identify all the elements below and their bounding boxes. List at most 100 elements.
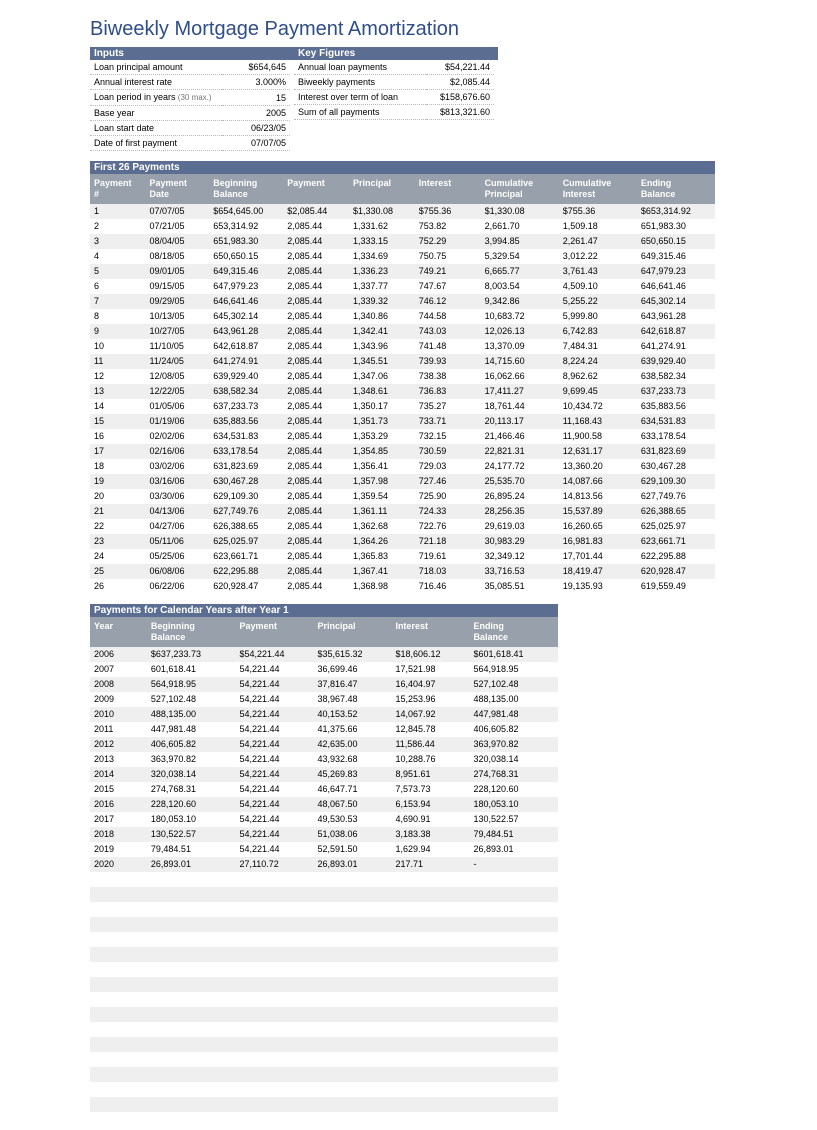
- cell: 736.83: [415, 384, 481, 399]
- keyfig-label: Sum of all payments: [294, 105, 426, 120]
- cell: 1,361.11: [349, 504, 415, 519]
- col-header: Principal: [313, 617, 391, 647]
- cell: [235, 872, 313, 887]
- cell: 9,342.86: [481, 294, 559, 309]
- cell: 130,522.57: [147, 827, 236, 842]
- cell: 639,929.40: [637, 354, 715, 369]
- cell: 638,582.34: [209, 384, 283, 399]
- table-row: 810/13/05645,302.142,085.441,340.86744.5…: [90, 309, 715, 324]
- cell: 02/02/06: [146, 429, 210, 444]
- cell: 16,981.83: [559, 534, 637, 549]
- cell: 646,641.46: [209, 294, 283, 309]
- cell: 642,618.87: [209, 339, 283, 354]
- cell: 33,716.53: [481, 564, 559, 579]
- cell: 1,357.98: [349, 474, 415, 489]
- cell: 2,085.44: [283, 354, 349, 369]
- cell: 739.93: [415, 354, 481, 369]
- cell: [391, 932, 469, 947]
- cell: 746.12: [415, 294, 481, 309]
- cell: 10,434.72: [559, 399, 637, 414]
- cell: [469, 1097, 558, 1112]
- cell: 727.46: [415, 474, 481, 489]
- cell: [391, 872, 469, 887]
- cell: 7: [90, 294, 146, 309]
- cell: 2: [90, 219, 146, 234]
- col-header: Payment#: [90, 174, 146, 204]
- cell: 2,085.44: [283, 534, 349, 549]
- yearly-header: Payments for Calendar Years after Year 1: [90, 604, 558, 617]
- cell: 651,983.30: [209, 234, 283, 249]
- cell: 623,661.71: [637, 534, 715, 549]
- cell: 12/08/05: [146, 369, 210, 384]
- input-label: Date of first payment: [90, 136, 222, 151]
- cell: 04/13/06: [146, 504, 210, 519]
- cell: 622,295.88: [637, 549, 715, 564]
- cell: [235, 962, 313, 977]
- cell: 2009: [90, 692, 147, 707]
- cell: 2,085.44: [283, 459, 349, 474]
- cell: 488,135.00: [469, 692, 558, 707]
- cell: 2,085.44: [283, 429, 349, 444]
- cell: 30,983.29: [481, 534, 559, 549]
- cell: [90, 1007, 147, 1022]
- cell: 2,085.44: [283, 384, 349, 399]
- cell: 26,895.24: [481, 489, 559, 504]
- table-row: 910/27/05643,961.282,085.441,342.41743.0…: [90, 324, 715, 339]
- cell: 629,109.30: [637, 474, 715, 489]
- table-row: 2015274,768.3154,221.4446,647.717,573.73…: [90, 782, 558, 797]
- col-header: Year: [90, 617, 147, 647]
- cell: 406,605.82: [147, 737, 236, 752]
- input-value[interactable]: 07/07/05: [222, 136, 290, 151]
- cell: 1,342.41: [349, 324, 415, 339]
- cell: 08/04/05: [146, 234, 210, 249]
- table-row-empty: [90, 1007, 558, 1022]
- cell: 2008: [90, 677, 147, 692]
- cell: 730.59: [415, 444, 481, 459]
- table-row-empty: [90, 1067, 558, 1082]
- cell: 54,221.44: [235, 767, 313, 782]
- cell: 01/19/06: [146, 414, 210, 429]
- cell: 646,641.46: [637, 279, 715, 294]
- cell: 2,085.44: [283, 339, 349, 354]
- cell: 12,631.17: [559, 444, 637, 459]
- cell: 180,053.10: [469, 797, 558, 812]
- input-value[interactable]: 3.000%: [222, 75, 290, 90]
- table-row: 2506/08/06622,295.882,085.441,367.41718.…: [90, 564, 715, 579]
- cell: [235, 977, 313, 992]
- cell: 11,168.43: [559, 414, 637, 429]
- cell: 14,813.56: [559, 489, 637, 504]
- cell: 28,256.35: [481, 504, 559, 519]
- cell: [235, 1067, 313, 1082]
- inputs-table: Loan principal amount$654,645Annual inte…: [90, 60, 290, 151]
- col-header: Payment: [283, 174, 349, 204]
- cell: 14,067.92: [391, 707, 469, 722]
- cell: [90, 1037, 147, 1052]
- cell: [147, 1007, 236, 1022]
- cell: 1,509.18: [559, 219, 637, 234]
- input-value[interactable]: 2005: [222, 106, 290, 121]
- input-value[interactable]: 06/23/05: [222, 121, 290, 136]
- cell: 651,983.30: [637, 219, 715, 234]
- cell: 2006: [90, 647, 147, 662]
- cell: [391, 992, 469, 1007]
- cell: 11/10/05: [146, 339, 210, 354]
- cell: 3: [90, 234, 146, 249]
- cell: [469, 1022, 558, 1037]
- table-row-empty: [90, 947, 558, 962]
- cell: 48,067.50: [313, 797, 391, 812]
- table-row: 1312/22/05638,582.342,085.441,348.61736.…: [90, 384, 715, 399]
- cell: 3,994.85: [481, 234, 559, 249]
- cell: 54,221.44: [235, 707, 313, 722]
- cell: 733.71: [415, 414, 481, 429]
- cell: 2007: [90, 662, 147, 677]
- cell: [391, 977, 469, 992]
- input-value[interactable]: 15: [222, 90, 290, 106]
- table-row-empty: [90, 917, 558, 932]
- cell: 2,085.44: [283, 444, 349, 459]
- cell: 29,619.03: [481, 519, 559, 534]
- cell: 54,221.44: [235, 662, 313, 677]
- cell: 638,582.34: [637, 369, 715, 384]
- cell: 1,367.41: [349, 564, 415, 579]
- cell: 2,085.44: [283, 399, 349, 414]
- input-value[interactable]: $654,645: [222, 60, 290, 75]
